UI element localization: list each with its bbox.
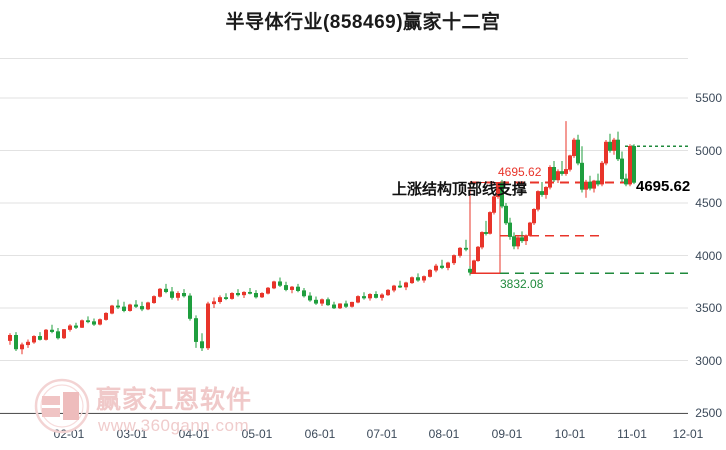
- chart-plot-area: [0, 58, 688, 414]
- page-title: 半导体行业(858469)赢家十二宫: [225, 12, 501, 33]
- x-axis-tick-label: 06-01: [304, 427, 336, 441]
- y-axis-tick-label: 3500: [695, 301, 722, 315]
- y-axis-tick-label: 5000: [695, 143, 722, 158]
- x-axis-tick-label: 11-01: [617, 427, 647, 441]
- x-axis-tick-label: 03-01: [116, 427, 148, 441]
- y-axis-tick-label: 5500: [695, 91, 722, 105]
- x-axis-tick-label: 09-01: [491, 427, 523, 441]
- y-axis-tick-label: 3000: [695, 353, 722, 368]
- y-axis-tick-label: 2500: [695, 406, 722, 420]
- x-axis-tick-label: 04-01: [178, 427, 210, 441]
- x-axis-tick-label: 08-01: [428, 427, 460, 441]
- candlestick-svg: [0, 58, 688, 414]
- gridlines: [0, 58, 688, 414]
- candles: [8, 121, 636, 355]
- resistance-price-label: 4695.62: [498, 165, 542, 179]
- last-price-label: 4695.62: [636, 178, 691, 195]
- y-axis-tick-label: 4500: [695, 196, 722, 210]
- axis-lines: [0, 412, 688, 414]
- support-price-label: 3832.08: [500, 277, 544, 291]
- x-axis-tick-label: 12-01: [672, 427, 704, 441]
- x-axis-tick-label: 05-01: [241, 427, 273, 441]
- x-axis-tick-label: 02-01: [53, 427, 85, 441]
- x-axis-tick-label: 07-01: [366, 427, 398, 441]
- x-axis-tick-label: 10-01: [554, 427, 586, 441]
- y-axis-tick-label: 4000: [695, 248, 722, 263]
- structure-annotation: 上涨结构顶部线支撑: [392, 181, 528, 198]
